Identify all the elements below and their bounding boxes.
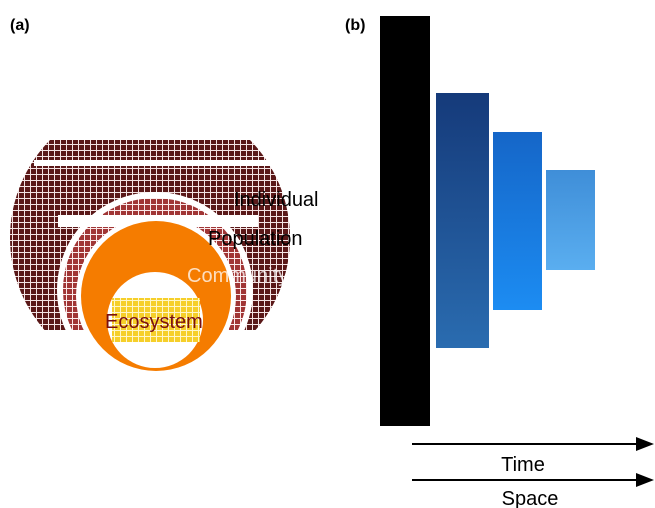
- time-arrow: [412, 437, 654, 451]
- label-community: Community: [187, 265, 288, 287]
- space-label: Space: [502, 488, 559, 508]
- space-arrow: [412, 473, 654, 487]
- bar-community: [493, 132, 542, 310]
- bar-individual: [380, 16, 430, 426]
- panel-a-label: (a): [10, 17, 30, 34]
- label-population: Population: [208, 228, 303, 250]
- ecosystem-core: [107, 272, 203, 368]
- label-ecosystem: Ecosystem: [105, 311, 203, 333]
- bar-population: [436, 93, 489, 348]
- time-label: Time: [501, 454, 545, 476]
- panel-b-label: (b): [345, 17, 366, 34]
- label-individual: Individual: [234, 189, 319, 211]
- bar-ecosystem: [546, 170, 595, 270]
